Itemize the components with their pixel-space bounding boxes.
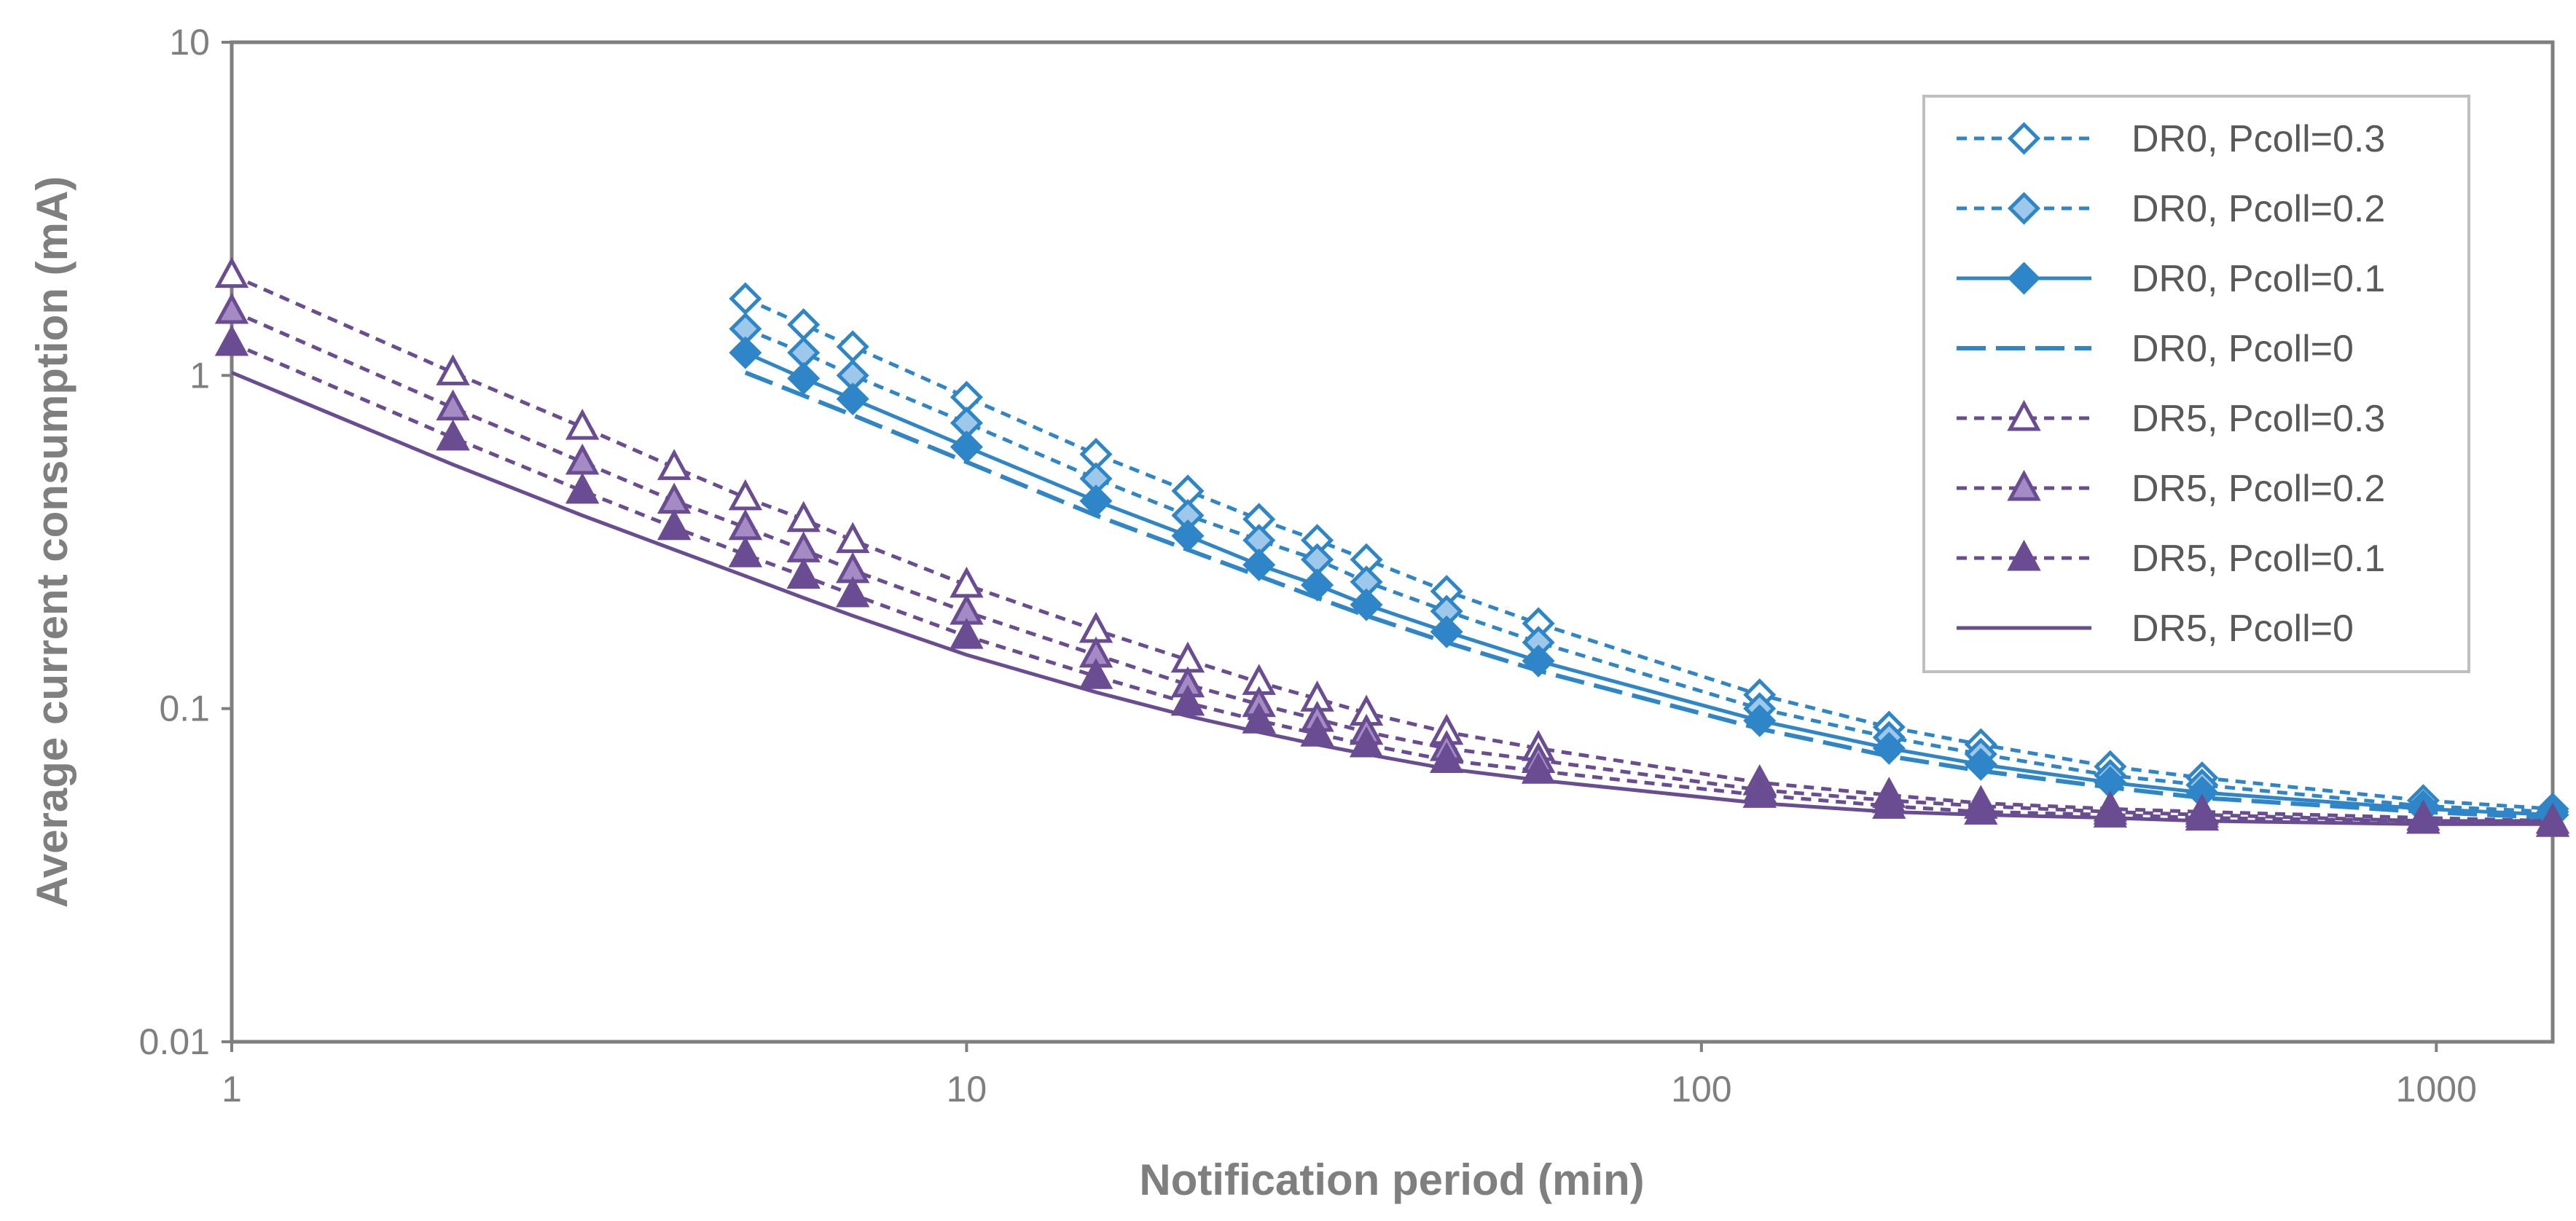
data-point <box>836 576 870 608</box>
markers-layer <box>214 256 2570 837</box>
y-tick-label: 0.01 <box>139 1021 210 1062</box>
legend-label: DR0, Pcoll=0 <box>2131 328 2354 370</box>
legend-label: DR0, Pcoll=0.2 <box>2131 188 2385 230</box>
y-tick-label: 10 <box>169 22 210 63</box>
legend-label: DR5, Pcoll=0.1 <box>2131 538 2385 580</box>
data-point <box>787 308 821 342</box>
data-point <box>2185 799 2220 831</box>
legend-label: DR0, Pcoll=0.1 <box>2131 258 2385 300</box>
data-point <box>565 472 600 504</box>
data-point <box>565 408 600 440</box>
x-tick-label: 10 <box>947 1069 987 1110</box>
x-axis-title: Notification period (min) <box>1139 1155 1644 1204</box>
data-point <box>1301 568 1334 602</box>
x-tick-label: 100 <box>1671 1069 1731 1110</box>
legend-marker <box>2007 192 2041 225</box>
legend: DR0, Pcoll=0.3 DR0, Pcoll=0.2 DR0, Pcoll=0… <box>1922 95 2470 673</box>
data-point <box>1349 726 1384 758</box>
data-point <box>950 618 984 649</box>
data-point <box>1743 704 1777 737</box>
x-tick-label: 1000 <box>2396 1069 2477 1110</box>
data-point <box>1242 548 1276 581</box>
legend-label: DR5, Pcoll=0 <box>2131 608 2354 650</box>
data-point <box>729 282 762 315</box>
data-point <box>836 330 869 364</box>
data-point <box>2093 796 2128 828</box>
legend-marker <box>2007 469 2041 501</box>
legend-label: DR0, Pcoll=0.3 <box>2131 118 2385 160</box>
data-point <box>2406 802 2440 834</box>
data-point <box>1872 731 1906 765</box>
data-point <box>1171 519 1205 553</box>
data-point <box>728 479 763 511</box>
data-point <box>729 336 762 369</box>
data-point <box>1078 658 1113 689</box>
series-line <box>744 327 2553 814</box>
data-point <box>1964 747 1997 781</box>
data-point <box>1521 753 1556 784</box>
legend-marker <box>2007 122 2041 155</box>
data-point <box>1522 644 1555 678</box>
x-tick-label: 1 <box>222 1069 242 1110</box>
data-point <box>657 449 692 480</box>
data-point <box>657 482 692 514</box>
data-point <box>214 292 249 324</box>
plot-frame <box>230 40 2555 1044</box>
data-point <box>1742 777 1777 808</box>
series-line <box>232 309 2553 823</box>
data-point <box>786 531 821 562</box>
data-point <box>836 382 869 416</box>
data-point <box>1079 484 1113 518</box>
legend-marker <box>2007 399 2041 431</box>
series-line <box>744 350 2553 817</box>
axes: 0.01 0.1 1 10 1 10 100 1000 <box>139 22 2555 1110</box>
legend-marker <box>2007 539 2041 571</box>
data-point <box>1872 788 1906 819</box>
data-point <box>728 536 763 568</box>
data-point <box>436 419 470 451</box>
data-point <box>1350 588 1383 621</box>
legend-label: DR5, Pcoll=0.3 <box>2131 398 2385 440</box>
data-point <box>565 443 600 475</box>
data-point <box>836 522 870 554</box>
data-point <box>787 361 821 395</box>
series-line <box>232 371 2553 826</box>
legend-label: DR5, Pcoll=0.2 <box>2131 468 2385 510</box>
data-point <box>436 389 470 421</box>
data-point <box>436 354 470 385</box>
data-point <box>786 557 821 589</box>
legend-marker <box>2007 262 2041 295</box>
y-tick-label: 0.1 <box>159 688 210 729</box>
y-axis-title: Average current consumption (mA) <box>28 176 77 908</box>
series-line <box>744 370 2553 820</box>
data-point <box>657 509 692 541</box>
data-point <box>1170 684 1205 716</box>
data-point <box>1430 615 1463 648</box>
data-point <box>1429 742 1464 773</box>
data-point <box>786 500 821 533</box>
series-layer <box>232 273 2553 826</box>
data-point <box>950 430 983 464</box>
data-point <box>1242 702 1276 734</box>
data-point <box>214 256 249 288</box>
legend-box <box>1922 95 2470 673</box>
data-point <box>214 324 249 356</box>
y-tick-label: 1 <box>189 355 210 396</box>
series-line <box>232 341 2553 826</box>
data-point <box>1964 793 1998 825</box>
data-point <box>1300 715 1334 747</box>
data-point <box>2535 806 2570 837</box>
